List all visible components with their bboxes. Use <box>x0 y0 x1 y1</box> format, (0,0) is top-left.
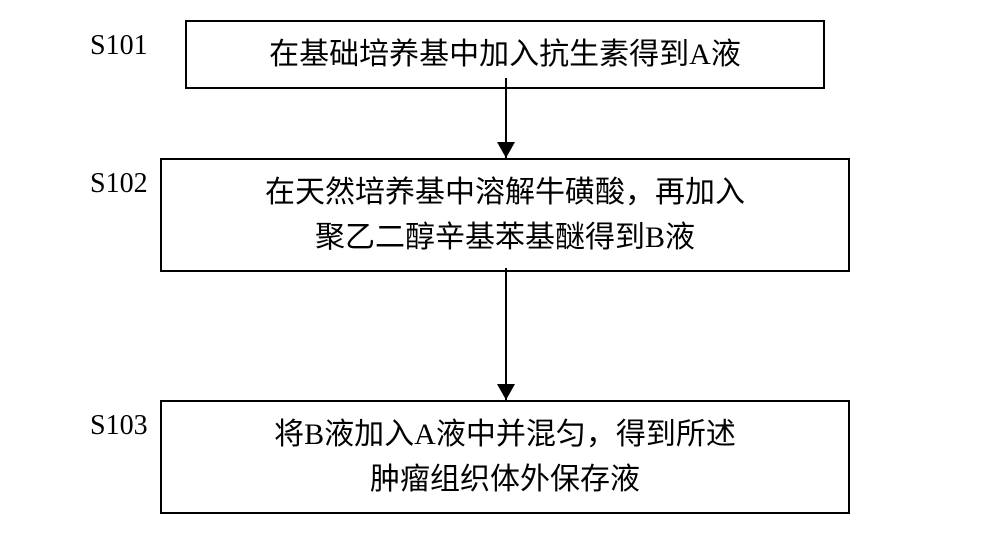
arrow-line-icon <box>505 268 507 400</box>
flowchart-arrow-1 <box>505 78 507 158</box>
arrow-head-icon <box>497 142 515 158</box>
flowchart-arrow-2 <box>505 268 507 400</box>
step-label-2: S102 <box>90 168 148 200</box>
step-text-1: 在基础培养基中加入抗生素得到A液 <box>269 32 741 77</box>
step-text-2: 在天然培养基中溶解牛磺酸，再加入 聚乙二醇辛基苯基醚得到B液 <box>265 170 745 260</box>
step-label-3: S103 <box>90 410 148 442</box>
flowchart-step-2: S102 在天然培养基中溶解牛磺酸，再加入 聚乙二醇辛基苯基醚得到B液 <box>90 158 910 272</box>
arrow-head-icon <box>497 384 515 400</box>
step-label-1: S101 <box>90 30 148 62</box>
step-box-2: 在天然培养基中溶解牛磺酸，再加入 聚乙二醇辛基苯基醚得到B液 <box>160 158 850 272</box>
flowchart-step-3: S103 将B液加入A液中并混匀，得到所述 肿瘤组织体外保存液 <box>90 400 910 514</box>
step-text-3: 将B液加入A液中并混匀，得到所述 肿瘤组织体外保存液 <box>274 412 736 502</box>
flowchart-step-1: S101 在基础培养基中加入抗生素得到A液 <box>90 20 910 89</box>
step-box-3: 将B液加入A液中并混匀，得到所述 肿瘤组织体外保存液 <box>160 400 850 514</box>
